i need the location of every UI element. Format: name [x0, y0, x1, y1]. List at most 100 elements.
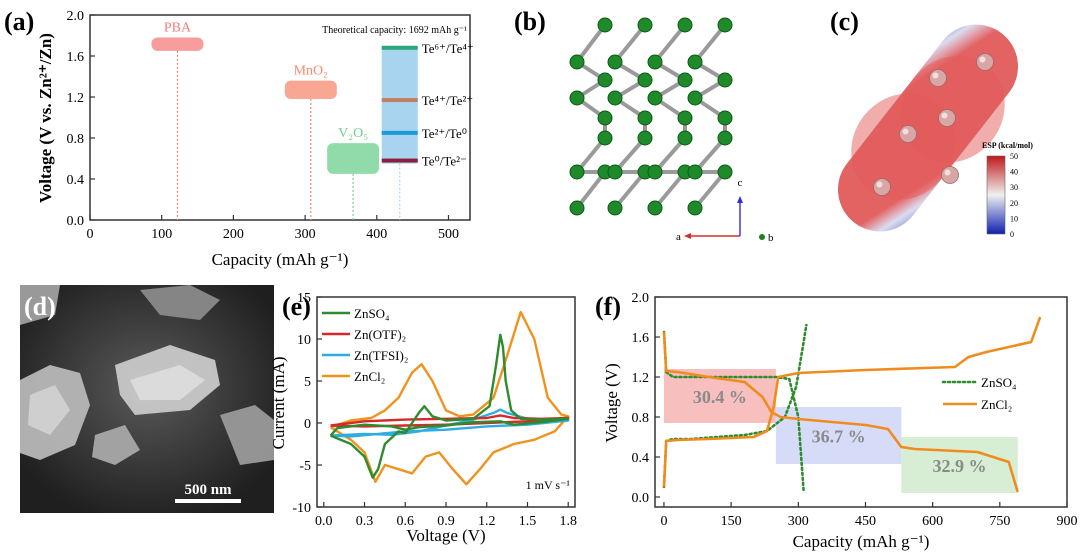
colorbar-tick-label: 50 [1010, 152, 1018, 161]
te-atom [647, 90, 663, 106]
y-tick-label: 2.0 [67, 9, 85, 24]
te-atom [687, 164, 703, 180]
redox-level-line [381, 130, 418, 135]
redox-level-label: Te²⁺/Te⁰ [422, 126, 467, 141]
y-tick-label: 0.8 [632, 411, 650, 426]
te-bond [575, 170, 607, 210]
te-atom [677, 130, 693, 146]
y-axis-ticks: 0.0 0.4 0.8 1.2 1.6 2.0 [67, 9, 95, 229]
region-percent-label: 30.4 % [693, 387, 747, 407]
panel-a-label: (a) [4, 7, 34, 36]
gcd-series-line [662, 330, 805, 494]
te-atom [597, 130, 613, 146]
x-tick-label: 100 [151, 227, 172, 242]
y-tick-label: 0.4 [67, 173, 85, 188]
redox-level-line [381, 45, 418, 50]
panel-b: (b) a c b [514, 7, 774, 244]
legend-label: ZnSO₄ [354, 306, 390, 321]
plot-frame [654, 296, 1068, 508]
material-label: MnO₂ [294, 64, 329, 79]
b-axis-label: b [768, 232, 774, 244]
te-atom [929, 69, 947, 87]
region-percent-label: 36.7 % [812, 427, 866, 447]
te-atom [677, 110, 693, 126]
plot-frame [89, 14, 471, 221]
te-bond [613, 23, 647, 64]
te-atom [607, 90, 623, 106]
redox-level-line [381, 98, 418, 103]
redox-level-label: Te⁴⁺/Te²⁺ [422, 93, 473, 108]
y-axis-ticks: -10 -5 0 5 10 15 [292, 291, 322, 516]
legend: ZnSO₄ ZnCl₂ [941, 375, 1017, 412]
atom-highlight [979, 56, 986, 63]
colorbar-tick-label: 20 [1010, 199, 1018, 208]
colorbar-tick-label: 40 [1010, 168, 1018, 177]
te-atom [899, 125, 917, 143]
te-atom [647, 164, 663, 180]
colorbar-tick-label: 10 [1010, 214, 1018, 223]
scan-rate-annotation: 1 mV s⁻¹ [526, 478, 571, 492]
y-tick-label: 0.8 [67, 132, 85, 147]
x-tick-label: 1.5 [519, 514, 537, 529]
x-tick-label: 0 [660, 514, 667, 529]
panel-c: (c) ESP (kcal/mol) 50 40 30 20 10 0 [830, 7, 1033, 239]
y-axis-label: Voltage (V vs. Zn²⁺/Zn) [36, 33, 55, 203]
colorbar-tick-label: 30 [1010, 183, 1018, 192]
panel-a: (a) 0.00.40.81.21.62.0 0 100 200 300 400 500 … [4, 7, 474, 269]
y-tick-label: 0 [304, 417, 311, 432]
panel-e: (e) -10 -5 0 5 10 15 0.0 0.3 0.6 0.9 1.2 1.5 1.8 Zn… [270, 291, 577, 545]
te-atom [637, 72, 653, 88]
material-label: PBA [164, 21, 192, 36]
x-tick-label: 450 [855, 514, 876, 529]
te-atom [637, 17, 653, 33]
te-atom [976, 53, 994, 71]
plot-frame [316, 296, 576, 508]
te-bond [693, 136, 727, 174]
te-atom [637, 110, 653, 126]
y-tick-label: 1.6 [632, 331, 650, 346]
b-axis-dot [759, 234, 765, 240]
te-atom [677, 72, 693, 88]
a-axis-label: a [676, 231, 681, 243]
capacity-region [901, 437, 1018, 493]
x-tick-label: 300 [295, 227, 316, 242]
panel-b-label: (b) [514, 7, 546, 36]
y-axis-label: Current (mA) [270, 356, 288, 449]
material-label: V₂O₅ [338, 126, 368, 141]
te-atom [717, 164, 733, 180]
x-tick-label: 1.8 [559, 514, 577, 529]
x-axis-label: Voltage (V) [406, 526, 485, 545]
te-atom [717, 110, 733, 126]
colorbar-title: ESP (kcal/mol) [982, 141, 1033, 150]
x-tick-label: 600 [922, 514, 943, 529]
legend-label: ZnCl₂ [981, 397, 1012, 412]
te-bond [613, 136, 647, 174]
te-atom [647, 200, 663, 216]
te-atom [687, 200, 703, 216]
gcd-series-line [662, 316, 1042, 488]
c-axis-label: c [738, 177, 743, 189]
x-tick-label: 300 [788, 514, 809, 529]
x-tick-label: 0.6 [397, 514, 415, 529]
te-bond [653, 136, 687, 174]
legend-label: ZnCl₂ [354, 369, 385, 384]
y-tick-label: 2.0 [632, 291, 650, 306]
te-atom [938, 109, 956, 127]
y-tick-label: 0.4 [632, 451, 650, 466]
te-atom [607, 164, 623, 180]
te-atom [607, 54, 623, 70]
te-atom [597, 110, 613, 126]
te-bond [613, 170, 647, 210]
te-atom [569, 90, 585, 106]
legend: ZnSO₄ Zn(OTF)₂ Zn(TFSI)₂ ZnCl₂ [322, 306, 408, 384]
x-tick-label: 0 [87, 227, 94, 242]
x-tick-label: 0.3 [356, 514, 374, 529]
te-bond [575, 23, 607, 64]
te-atom [717, 17, 733, 33]
te-atom [717, 130, 733, 146]
te-atom [717, 72, 733, 88]
panel-d: (d) 500 nm [20, 285, 274, 513]
redox-level-label: Te⁶⁺/Te⁴⁺ [422, 41, 474, 56]
y-tick-label: 0.0 [632, 491, 650, 506]
te-atom [687, 54, 703, 70]
